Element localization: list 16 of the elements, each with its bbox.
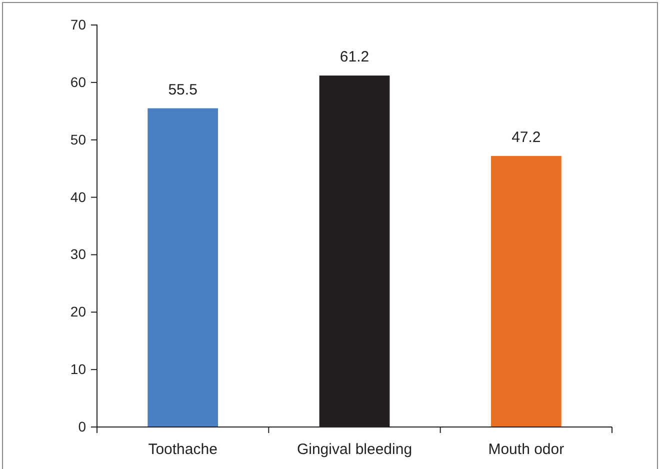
x-tick-label: Mouth odor <box>488 441 564 458</box>
data-label: 47.2 <box>512 128 541 146</box>
data-label: 55.5 <box>168 81 198 98</box>
y-tick-label: 0 <box>78 418 86 434</box>
x-tick-label: Toothache <box>148 441 218 458</box>
y-tick-label: 20 <box>70 304 86 320</box>
y-tick-label: 10 <box>70 361 86 378</box>
y-tick-label: 50 <box>70 131 86 148</box>
x-tick-label: Gingival bleeding <box>296 441 412 458</box>
data-label: 61.2 <box>340 48 370 66</box>
y-tick-label: 70 <box>70 16 86 32</box>
bar <box>490 156 562 427</box>
y-tick-label: 30 <box>70 246 86 262</box>
y-tick-label: 60 <box>70 74 86 90</box>
y-tick-label: 40 <box>70 188 86 205</box>
bar <box>148 108 218 427</box>
